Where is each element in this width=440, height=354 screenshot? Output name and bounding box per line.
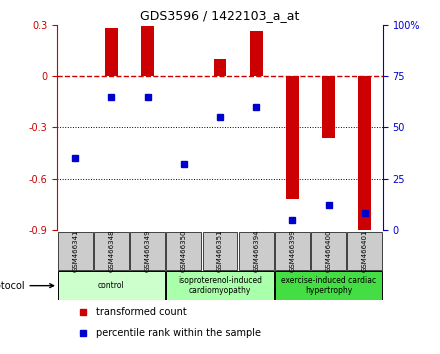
Text: protocol: protocol	[0, 281, 54, 291]
FancyBboxPatch shape	[347, 232, 382, 270]
Text: GSM466348: GSM466348	[109, 230, 114, 272]
FancyBboxPatch shape	[166, 232, 201, 270]
FancyBboxPatch shape	[203, 232, 237, 270]
FancyBboxPatch shape	[166, 271, 274, 300]
Text: GSM466400: GSM466400	[326, 230, 331, 272]
Text: transformed count: transformed count	[96, 307, 187, 317]
Text: GSM466399: GSM466399	[290, 229, 295, 272]
FancyBboxPatch shape	[94, 232, 129, 270]
Bar	[105, 28, 118, 76]
FancyBboxPatch shape	[130, 232, 165, 270]
Bar	[359, 76, 371, 230]
Bar	[322, 76, 335, 137]
Text: GSM466341: GSM466341	[72, 230, 78, 272]
Bar	[286, 76, 299, 199]
FancyBboxPatch shape	[275, 232, 310, 270]
Text: isoproterenol-induced
cardiomyopathy: isoproterenol-induced cardiomyopathy	[178, 276, 262, 295]
Text: control: control	[98, 281, 125, 290]
FancyBboxPatch shape	[58, 271, 165, 300]
Bar	[141, 25, 154, 76]
Text: GSM466401: GSM466401	[362, 230, 368, 272]
Bar	[250, 31, 263, 76]
Text: GSM466394: GSM466394	[253, 230, 259, 272]
Title: GDS3596 / 1422103_a_at: GDS3596 / 1422103_a_at	[140, 9, 300, 22]
Text: GSM466349: GSM466349	[145, 230, 150, 272]
Text: GSM466350: GSM466350	[181, 230, 187, 272]
Text: GSM466351: GSM466351	[217, 230, 223, 272]
FancyBboxPatch shape	[275, 271, 382, 300]
FancyBboxPatch shape	[58, 232, 93, 270]
FancyBboxPatch shape	[311, 232, 346, 270]
Text: exercise-induced cardiac
hypertrophy: exercise-induced cardiac hypertrophy	[281, 276, 376, 295]
Text: percentile rank within the sample: percentile rank within the sample	[96, 328, 261, 338]
FancyBboxPatch shape	[239, 232, 274, 270]
Bar	[214, 59, 226, 76]
